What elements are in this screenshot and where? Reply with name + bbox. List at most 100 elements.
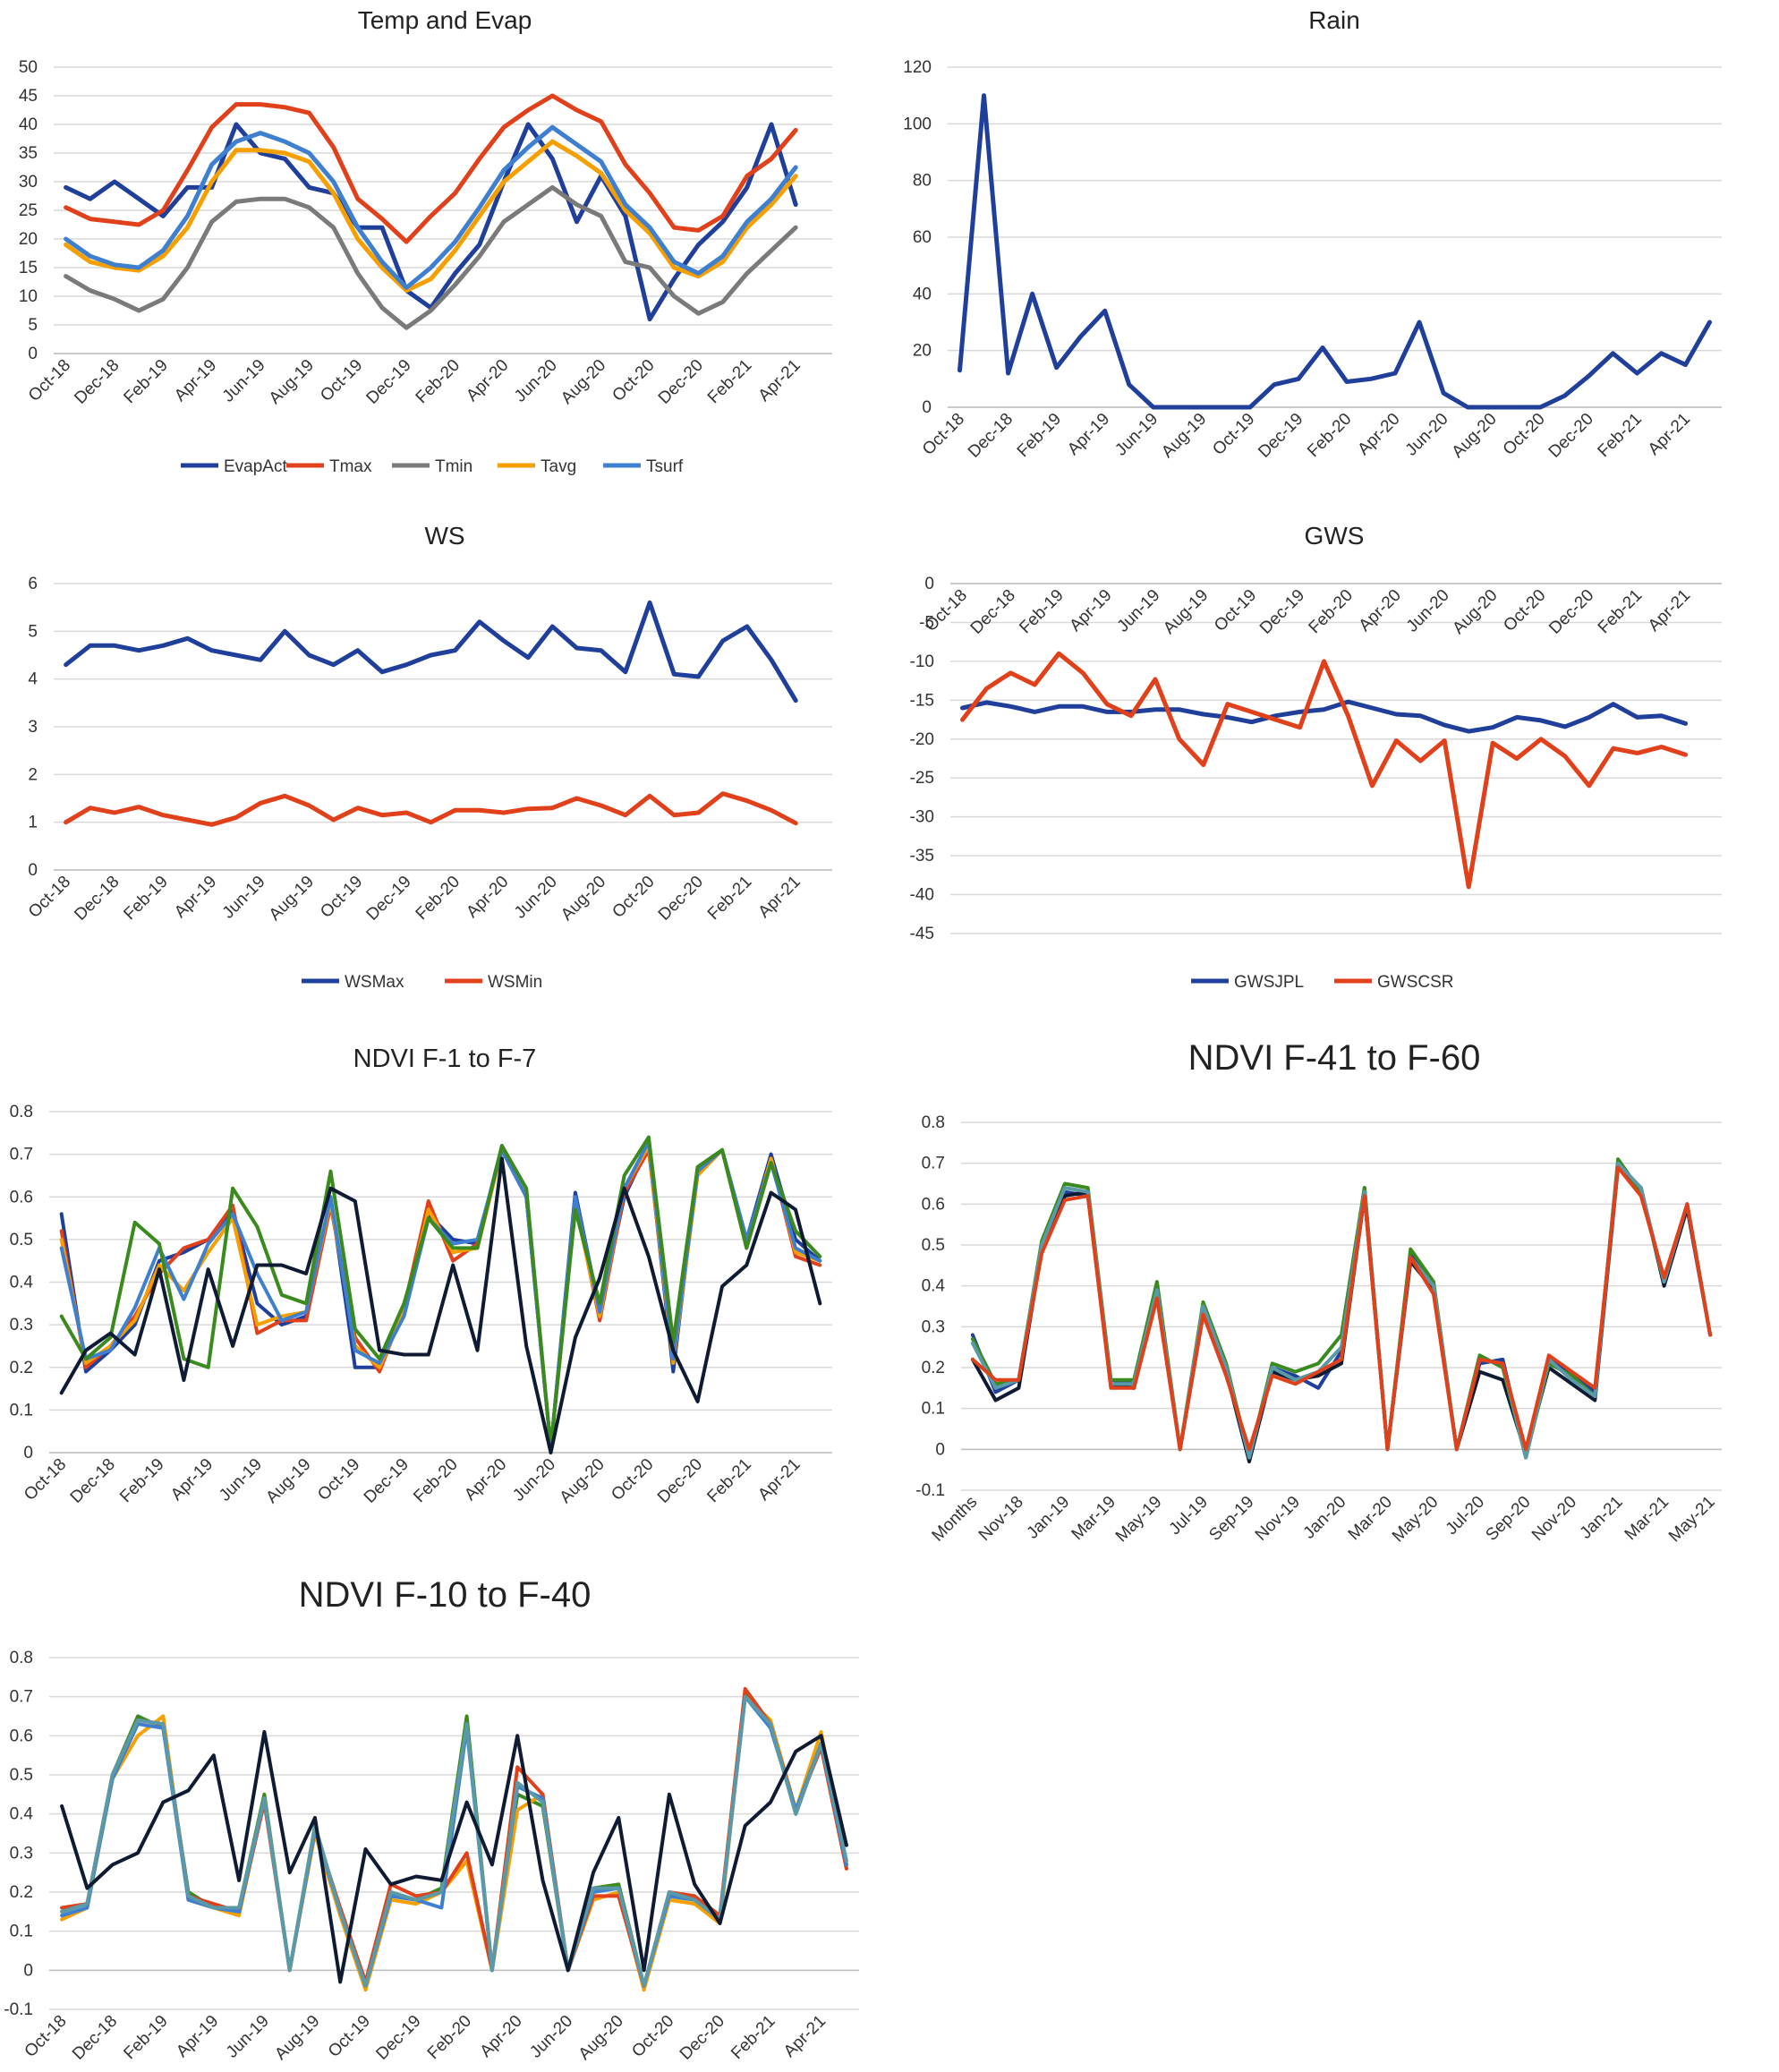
- x-tick-label: Feb-20: [410, 1455, 461, 1506]
- x-tick-label: Apr-19: [1066, 586, 1115, 635]
- x-tick-label: Feb-21: [1595, 586, 1646, 637]
- x-tick-label: Jan-21: [1577, 1493, 1627, 1543]
- x-tick-label: Dec-19: [372, 2012, 424, 2064]
- x-tick-label: Dec-19: [1255, 410, 1307, 462]
- y-tick-label: 45: [19, 87, 38, 106]
- x-tick-label: Mar-19: [1068, 1493, 1119, 1544]
- x-tick-label: Feb-19: [120, 873, 171, 924]
- series-line-F-4: [59, 1139, 822, 1451]
- y-tick-label: -15: [910, 691, 934, 710]
- x-tick-label: Feb-20: [413, 873, 464, 924]
- x-tick-label: Oct-20: [1500, 410, 1549, 459]
- chart-ndvi-f41-f60: NDVI F-41 to F-60 -0.1 0 0.1 0.2 0.3 0.4 0.5 0.6…: [915, 1038, 1722, 1547]
- x-tick-label: Jun-19: [1111, 410, 1162, 460]
- series-line-Tavg: [64, 139, 798, 294]
- x-tick-label: Feb-20: [413, 356, 464, 407]
- series-line-F-2: [59, 1147, 822, 1451]
- x-tick-label: Jun-20: [1402, 410, 1452, 460]
- series-line-Tmax: [64, 93, 798, 244]
- legend-label-Tmax: Tmax: [329, 457, 372, 476]
- x-tick-label: Apr-21: [1645, 410, 1694, 459]
- x-tick-label: Apr-19: [1064, 410, 1113, 459]
- x-tick-label: Oct-20: [1500, 586, 1549, 635]
- x-tick-label: Jun-20: [1403, 586, 1453, 636]
- y-tick-label: 30: [19, 173, 38, 192]
- y-tick-label: 80: [913, 172, 932, 191]
- y-tick-label: 4: [28, 670, 38, 689]
- x-tick-label: Feb-21: [704, 873, 755, 924]
- x-tick-label: Oct-19: [314, 1455, 363, 1505]
- y-tick-label: 0: [28, 861, 38, 880]
- chart-title: WS: [424, 522, 464, 550]
- y-tick-label: -10: [910, 652, 934, 671]
- legend-label-EvapAct: EvapAct: [224, 457, 287, 476]
- x-tick-label: Apr-21: [754, 1455, 804, 1505]
- y-tick-label: 0: [935, 1440, 945, 1459]
- chart-title: Rain: [1308, 6, 1360, 34]
- x-tick-label: Oct-19: [1209, 410, 1258, 459]
- x-tick-label: Dec-18: [69, 2012, 121, 2064]
- x-tick-label: Jul-19: [1166, 1493, 1212, 1539]
- x-tick-label: Apr-20: [461, 1455, 510, 1505]
- x-tick-label: Nov-18: [975, 1493, 1027, 1545]
- x-tick-label: May-20: [1389, 1493, 1443, 1547]
- x-tick-label: Oct-20: [609, 873, 658, 922]
- x-tick-label: Feb-21: [703, 1455, 754, 1506]
- x-tick-label: Apr-20: [463, 356, 512, 405]
- x-tick-label: Apr-20: [463, 873, 512, 922]
- x-tick-label: Jun-20: [511, 356, 561, 406]
- x-tick-label: Apr-21: [755, 873, 804, 922]
- y-tick-label: 5: [28, 622, 38, 641]
- x-tick-label: Dec-18: [71, 356, 123, 408]
- y-tick-label: 0.1: [10, 1401, 33, 1420]
- x-tick-label: Jun-19: [219, 873, 269, 923]
- legend-label-WSMin: WSMin: [488, 973, 542, 992]
- series-line-F-15: [60, 1730, 848, 1984]
- series-line-F-42: [970, 1165, 1713, 1463]
- x-tick-label: Dec-20: [655, 873, 707, 925]
- x-tick-label: Months: [929, 1493, 982, 1546]
- x-tick-label: Apr-20: [477, 2012, 526, 2061]
- y-tick-label: 0.3: [10, 1316, 33, 1334]
- y-tick-label: 120: [903, 58, 932, 77]
- chart-ndvi-f10-f40: NDVI F-10 to F-40 -0.1 0 0.1 0.2 0.3 0.4 0.5 0.6…: [4, 1575, 859, 2064]
- x-tick-label: Aug-19: [271, 2012, 323, 2064]
- x-tick-label: Dec-20: [677, 2012, 728, 2064]
- chart-title: GWS: [1305, 522, 1365, 550]
- y-tick-label: 20: [913, 342, 932, 361]
- x-tick-label: Oct-19: [325, 2012, 374, 2061]
- y-tick-label: 2: [28, 765, 38, 784]
- y-tick-label: 6: [28, 575, 38, 593]
- y-tick-label: 15: [19, 259, 38, 277]
- y-tick-label: 0.8: [10, 1649, 33, 1667]
- x-tick-label: Jun-20: [511, 873, 561, 923]
- y-tick-label: 1: [28, 814, 38, 832]
- x-tick-label: Nov-20: [1528, 1493, 1580, 1545]
- y-tick-label: 0.5: [10, 1766, 33, 1785]
- x-tick-label: Aug-20: [1449, 410, 1501, 462]
- chart-ndvi-f1-f7: NDVI F-1 to F-7 0 0.1 0.2 0.3 0.4 0.5 0.6 0.7 0.8…: [10, 1045, 832, 1507]
- x-tick-label: Feb-21: [1595, 410, 1646, 461]
- x-tick-label: Jun-20: [509, 1455, 559, 1505]
- x-tick-label: Dec-20: [654, 1455, 706, 1507]
- x-tick-label: Apr-19: [171, 873, 220, 922]
- x-tick-label: Aug-20: [558, 356, 609, 408]
- y-tick-label: -0.1: [915, 1481, 945, 1500]
- x-tick-label: Sep-19: [1205, 1493, 1257, 1545]
- y-tick-label: 0.1: [10, 1923, 33, 1941]
- x-tick-label: Feb-19: [1016, 586, 1067, 637]
- x-tick-label: Dec-18: [67, 1455, 119, 1507]
- x-tick-label: Apr-19: [171, 356, 220, 405]
- series-line-WSMax: [64, 600, 798, 703]
- y-tick-label: 0: [922, 398, 932, 417]
- x-tick-label: Aug-19: [1158, 410, 1210, 462]
- y-tick-label: 0.6: [922, 1195, 945, 1214]
- y-tick-label: 35: [19, 144, 38, 163]
- legend-label-GWSCSR: GWSCSR: [1377, 973, 1454, 992]
- x-tick-label: Aug-20: [558, 873, 609, 925]
- series-line-Tsurf: [64, 124, 798, 290]
- series-line-F-41: [970, 1161, 1713, 1460]
- y-tick-label: 60: [913, 228, 932, 247]
- x-tick-label: Aug-19: [1160, 586, 1212, 638]
- y-tick-label: 0.8: [922, 1113, 945, 1132]
